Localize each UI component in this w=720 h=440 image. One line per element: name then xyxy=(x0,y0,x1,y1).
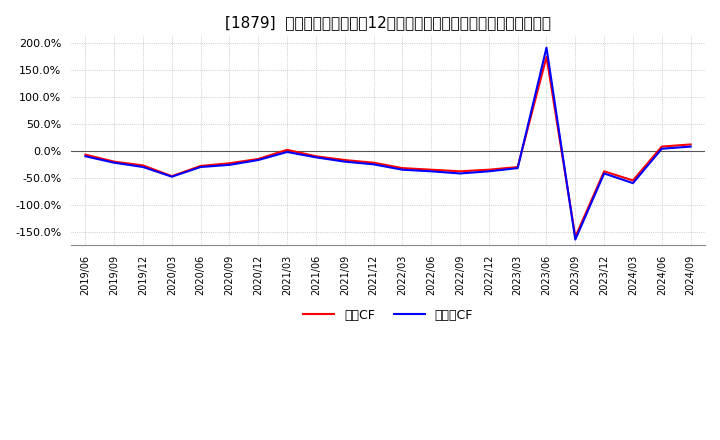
フリーCF xyxy=(254,158,263,163)
営業CF xyxy=(629,178,637,183)
営業CF xyxy=(312,154,320,159)
営業CF xyxy=(110,159,119,164)
フリーCF xyxy=(369,161,378,167)
フリーCF xyxy=(686,144,695,149)
営業CF xyxy=(139,163,148,168)
フリーCF xyxy=(283,149,292,154)
Legend: 営業CF, フリーCF: 営業CF, フリーCF xyxy=(298,304,478,327)
フリーCF xyxy=(225,162,234,168)
フリーCF xyxy=(312,155,320,160)
営業CF xyxy=(341,158,349,163)
フリーCF xyxy=(571,237,580,242)
営業CF xyxy=(369,160,378,165)
営業CF xyxy=(254,156,263,161)
Line: フリーCF: フリーCF xyxy=(86,48,690,239)
営業CF xyxy=(600,169,608,174)
フリーCF xyxy=(398,167,407,172)
営業CF xyxy=(456,169,464,174)
営業CF xyxy=(197,163,205,169)
フリーCF xyxy=(168,174,176,180)
フリーCF xyxy=(139,165,148,170)
営業CF xyxy=(225,161,234,166)
営業CF xyxy=(686,142,695,147)
フリーCF xyxy=(456,171,464,176)
フリーCF xyxy=(485,169,493,174)
営業CF xyxy=(81,152,90,157)
フリーCF xyxy=(513,165,522,171)
営業CF xyxy=(657,144,666,149)
フリーCF xyxy=(629,180,637,186)
フリーCF xyxy=(341,159,349,164)
Title: [1879]  キャッシュフローの12か月移動合計の対前年同期増減率の推移: [1879] キャッシュフローの12か月移動合計の対前年同期増減率の推移 xyxy=(225,15,551,30)
営業CF xyxy=(427,167,436,172)
フリーCF xyxy=(81,154,90,159)
フリーCF xyxy=(197,165,205,170)
フリーCF xyxy=(110,160,119,165)
営業CF xyxy=(542,54,551,59)
営業CF xyxy=(571,234,580,239)
営業CF xyxy=(398,165,407,171)
フリーCF xyxy=(600,171,608,176)
営業CF xyxy=(168,173,176,179)
フリーCF xyxy=(542,45,551,50)
Line: 営業CF: 営業CF xyxy=(86,57,690,237)
営業CF xyxy=(513,165,522,170)
フリーCF xyxy=(427,169,436,174)
営業CF xyxy=(485,167,493,172)
営業CF xyxy=(283,147,292,152)
フリーCF xyxy=(657,146,666,151)
